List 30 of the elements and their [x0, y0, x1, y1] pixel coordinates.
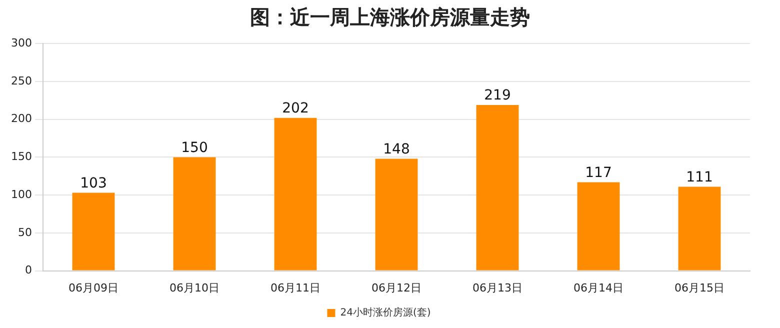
data-label: 111 [686, 169, 713, 186]
bar [173, 157, 216, 270]
data-label: 202 [282, 100, 309, 116]
y-tick-label: 200 [10, 112, 32, 126]
x-tick-label: 06月12日 [372, 281, 422, 294]
bar [274, 118, 317, 270]
x-tick-label: 06月13日 [472, 281, 522, 294]
y-tick-label: 150 [10, 150, 32, 164]
y-tick-label: 300 [10, 36, 32, 50]
bar [678, 186, 721, 270]
bar [375, 158, 418, 270]
bar [577, 182, 620, 270]
data-label: 117 [585, 164, 612, 181]
y-tick-label: 250 [10, 74, 32, 88]
data-label: 103 [80, 175, 107, 192]
x-tick-label: 06月11日 [270, 281, 320, 294]
bar [476, 104, 519, 270]
data-label: 148 [383, 141, 410, 158]
legend-label: 24小时涨价房源(套) [340, 306, 431, 319]
data-label: 150 [181, 140, 208, 156]
data-label: 219 [484, 88, 511, 104]
bar [72, 192, 115, 270]
x-tick-label: 06月10日 [169, 281, 220, 294]
y-tick-label: 100 [10, 188, 32, 201]
x-tick-label: 06月14日 [574, 281, 624, 294]
x-tick-label: 06月15日 [674, 281, 724, 294]
y-tick-label: 0 [24, 264, 32, 277]
y-tick-label: 50 [18, 226, 32, 239]
x-tick-label: 06月09日 [68, 281, 118, 294]
chart-title: 图：近一周上海涨价房源量走势 [249, 4, 531, 31]
